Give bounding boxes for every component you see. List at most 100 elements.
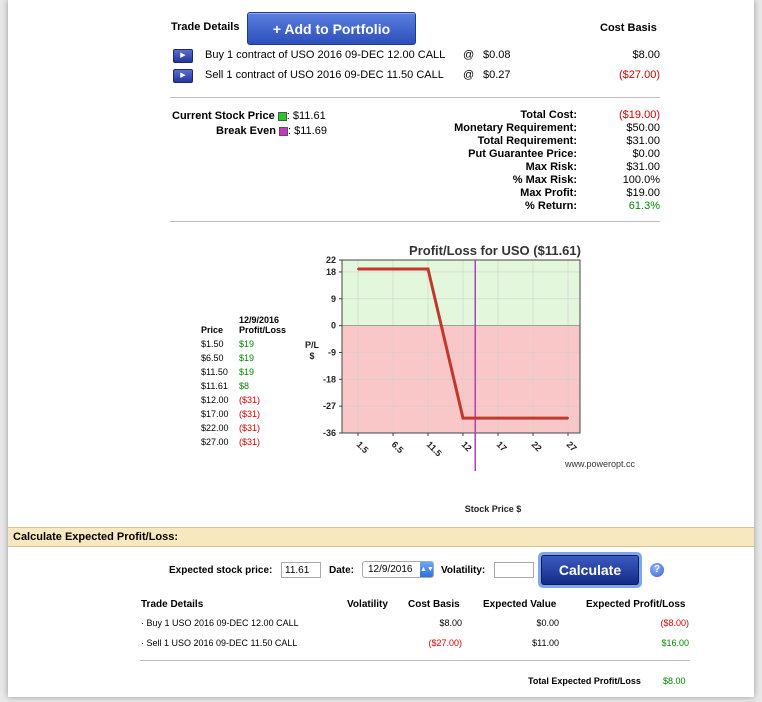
y-tick-label: -27 — [323, 401, 336, 411]
summary-value: $50.00 — [626, 122, 660, 134]
x-tick-label: 6.5 — [390, 439, 406, 455]
pl-table-price: $27.00 — [201, 437, 229, 447]
date-label: Date: — [329, 565, 355, 576]
summary-label: % Return: — [525, 200, 577, 212]
pl-table-price: $11.50 — [201, 367, 228, 377]
break-even-label: Break Even : $11.69 — [216, 125, 327, 137]
expand-leg-button[interactable]: ▶ — [173, 69, 193, 83]
results-header-details: Trade Details — [141, 599, 204, 610]
pl-table-price: $22.00 — [201, 423, 229, 433]
x-tick-label: 17 — [495, 439, 509, 453]
results-row-expected-value: $0.00 — [536, 618, 559, 628]
cost-basis-header: Cost Basis — [600, 22, 657, 34]
summary-label: Put Guarantee Price: — [468, 148, 577, 160]
results-header-volatility: Volatility — [347, 599, 388, 610]
expected-price-input[interactable] — [281, 562, 321, 578]
pl-table-price: $6.50 — [201, 353, 224, 363]
summary-value: $31.00 — [626, 135, 660, 147]
pl-table-price: $1.50 — [201, 339, 224, 349]
volatility-label: Volatility: — [441, 565, 486, 576]
current-stock-price-label: Current Stock Price : $11.61 — [172, 110, 326, 122]
y-tick-label: 18 — [326, 267, 336, 277]
total-expected-pl-label: Total Expected Profit/Loss — [528, 676, 641, 686]
pl-table-value: $19 — [239, 367, 255, 377]
y-tick-label: 0 — [331, 321, 336, 331]
leg-description: Sell 1 contract of USO 2016 09-DEC 11.50… — [205, 69, 444, 81]
calc-section-header: Calculate Expected Profit/Loss: — [8, 527, 754, 547]
divider — [170, 97, 660, 98]
y-tick-label: 9 — [331, 294, 336, 304]
results-row-details: · Buy 1 USO 2016 09-DEC 12.00 CALL — [141, 618, 299, 628]
x-tick-label: 27 — [565, 439, 579, 453]
profit-zone — [342, 260, 580, 326]
x-tick-label: 12 — [460, 439, 474, 453]
expand-leg-button[interactable]: ▶ — [173, 49, 193, 63]
date-select-value: 12/9/2016 — [368, 564, 413, 575]
y-tick-label: -36 — [323, 428, 336, 438]
summary-label: Max Profit: — [520, 187, 577, 199]
date-select[interactable]: 12/9/2016 ▲▼ — [362, 561, 434, 578]
calculate-button[interactable]: Calculate — [538, 552, 642, 588]
chart-title: Profit/Loss for USO ($11.61) — [409, 243, 581, 258]
summary-value: 100.0% — [622, 174, 660, 186]
chart-watermark: www.poweropt.cc — [564, 459, 636, 469]
results-header-cost-basis: Cost Basis — [408, 599, 460, 610]
x-tick-label: 1.5 — [355, 439, 371, 455]
break-even-legend-swatch — [279, 126, 288, 136]
pl-table-value: ($31) — [239, 395, 261, 405]
results-header-expected-pl: Expected Profit/Loss — [586, 599, 686, 610]
leg-cost: ($27.00) — [619, 69, 660, 81]
x-tick-label: 22 — [530, 439, 544, 453]
pl-table-value: $19 — [239, 339, 255, 349]
add-to-portfolio-button[interactable]: + Add to Portfolio — [247, 12, 416, 45]
chart-xlabel: Stock Price $ — [465, 504, 522, 514]
summary-label: Max Risk: — [525, 161, 577, 173]
pl-series-point — [462, 417, 464, 420]
summary-value: $0.00 — [632, 148, 660, 160]
pl-table-price: $17.00 — [201, 409, 229, 419]
results-row-expected-pl: $16.00 — [661, 638, 689, 648]
pl-table-value: ($31) — [239, 409, 261, 419]
divider — [170, 221, 660, 222]
profit-loss-chart: Profit/Loss for USO ($11.61) 22 18 9 0 -9 -18… — [305, 243, 636, 514]
summary-label: Monetary Requirement: — [454, 122, 577, 134]
pl-table-price-header: Price — [201, 325, 224, 335]
volatility-input[interactable] — [494, 562, 534, 578]
summary-value: ($19.00) — [619, 109, 660, 121]
help-icon[interactable]: ? — [650, 563, 664, 577]
leg-description: Buy 1 contract of USO 2016 09-DEC 12.00 … — [205, 49, 446, 61]
results-header-expected-value: Expected Value — [483, 599, 557, 610]
leg-cost: $8.00 — [632, 49, 660, 61]
pl-table-value: ($31) — [239, 423, 261, 433]
pl-table-value: ($31) — [239, 437, 261, 447]
pl-series-point — [427, 267, 429, 270]
x-tick-label: 11.5 — [425, 439, 444, 458]
calculate-button-label: Calculate — [541, 555, 639, 585]
summary-label: Total Cost: — [520, 109, 577, 121]
summary-value: $31.00 — [626, 161, 660, 173]
current-price-legend-swatch — [277, 111, 287, 121]
current-stock-price-value: : $11.61 — [286, 110, 326, 122]
pl-table-pl-header: Profit/Loss — [239, 325, 287, 335]
break-even-value: : $11.69 — [288, 125, 327, 137]
trade-details-header: Trade Details — [171, 21, 240, 33]
summary-value: $19.00 — [626, 187, 660, 199]
pl-table-value: $8 — [239, 381, 250, 391]
total-expected-pl-value: $8.00 — [663, 676, 686, 686]
pl-series-line — [358, 267, 568, 420]
y-tick-label: 22 — [326, 255, 336, 265]
pl-series-point — [567, 417, 569, 420]
expected-price-label: Expected stock price: — [169, 565, 273, 576]
plot-frame — [341, 259, 581, 434]
divider — [140, 660, 690, 661]
leg-price: $0.27 — [483, 69, 511, 81]
pl-table-value: $19 — [239, 353, 255, 363]
leg-price: $0.08 — [483, 49, 511, 61]
y-tick-label: -9 — [328, 347, 336, 357]
results-row-details: · Sell 1 USO 2016 09-DEC 11.50 CALL — [141, 638, 298, 648]
pl-table-price: $12.00 — [201, 395, 229, 405]
results-row-expected-value: $11.00 — [532, 638, 559, 648]
leg-at-sign: @ — [463, 49, 475, 61]
pl-table-price: $11.61 — [201, 381, 228, 391]
y-tick-label: -18 — [323, 374, 336, 384]
